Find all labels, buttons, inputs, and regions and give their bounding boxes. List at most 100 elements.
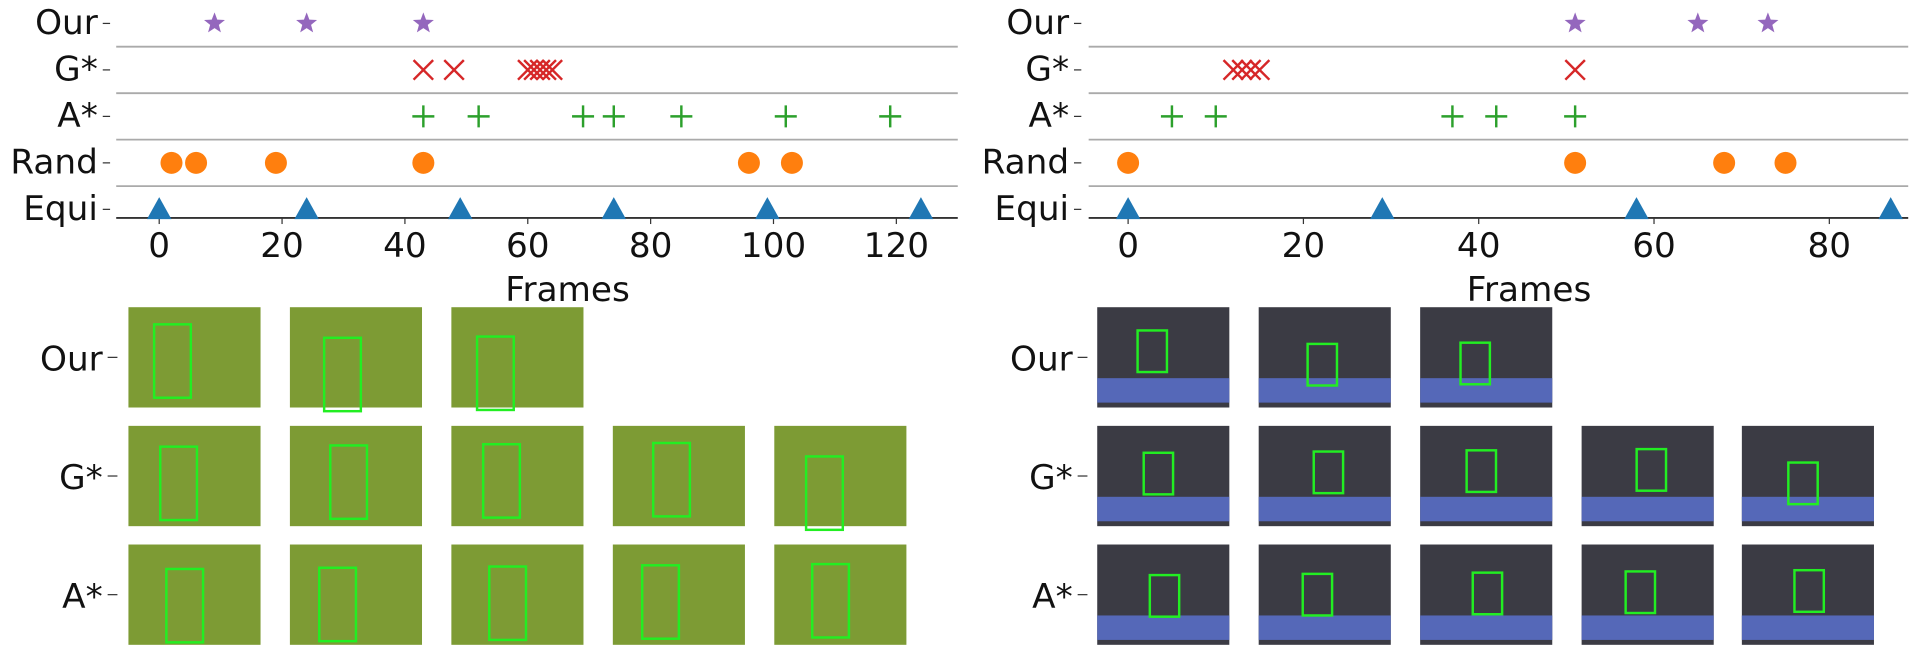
y-tick-label: Rand [982, 143, 1069, 183]
plus-marker [1485, 105, 1507, 127]
star-marker [1565, 12, 1586, 32]
circle-marker [265, 152, 287, 174]
x-tick-label: 100 [741, 226, 806, 266]
circle-marker [1117, 152, 1139, 174]
triangle-marker [1878, 197, 1902, 219]
row-label: A* [62, 577, 103, 617]
figure: Our G* A* Rand Equi 0 20 40 60 80 100 120 Frames Our G… [0, 0, 1918, 645]
thumbnail-floor [1582, 615, 1714, 639]
thumbnail [451, 307, 583, 407]
thumbnail [774, 426, 906, 526]
circle-marker [1713, 152, 1735, 174]
thumbnail [774, 545, 906, 645]
row-label: A* [1032, 577, 1073, 617]
thumbnail [290, 307, 422, 407]
y-tick-label: A* [57, 96, 98, 136]
thumbnail [128, 426, 260, 526]
row-label: G* [1029, 458, 1073, 498]
x-marker [1565, 60, 1585, 80]
triangle-marker [294, 197, 318, 219]
thumbnail-floor [1097, 615, 1229, 639]
thumbnail [290, 426, 422, 526]
circle-marker [738, 152, 760, 174]
triangle-marker [147, 197, 171, 219]
plus-marker [1564, 105, 1586, 127]
thumbnail-floor [1259, 497, 1391, 521]
row-label: Our [1010, 340, 1074, 380]
star-marker [413, 12, 434, 32]
thumbnail [451, 426, 583, 526]
x-tick-label: 0 [1117, 226, 1139, 266]
x-tick-label: 20 [260, 226, 304, 266]
star-marker [1758, 12, 1779, 32]
star-marker [1687, 12, 1708, 32]
thumbnail-floor [1420, 615, 1552, 639]
y-tick-label: G* [54, 50, 98, 90]
triangle-marker [602, 197, 626, 219]
x-marker [1250, 60, 1270, 80]
x-tick-label: 60 [1632, 226, 1676, 266]
plus-marker [1441, 105, 1463, 127]
plus-marker [412, 105, 434, 127]
plus-marker [603, 105, 625, 127]
thumbnail-floor [1097, 497, 1229, 521]
thumbnail [128, 545, 260, 645]
x-marker [444, 60, 464, 80]
x-tick-label: 40 [383, 226, 427, 266]
y-tick-label: Equi [994, 189, 1069, 229]
circle-marker [781, 152, 803, 174]
y-tick-label: A* [1029, 96, 1070, 136]
x-axis-label: Frames [505, 270, 630, 310]
x-tick-label: 80 [629, 226, 673, 266]
triangle-marker [1370, 197, 1394, 219]
thumbnail-floor [1259, 378, 1391, 402]
x-tick-label: 40 [1457, 226, 1501, 266]
plus-marker [1205, 105, 1227, 127]
y-tick-label: Our [35, 3, 99, 43]
circle-marker [1774, 152, 1796, 174]
thumbnail-floor [1742, 615, 1874, 639]
triangle-marker [909, 197, 933, 219]
thumbnail-floor [1582, 497, 1714, 521]
y-tick-label: Equi [23, 189, 98, 229]
triangle-marker [1624, 197, 1648, 219]
thumbnail [128, 307, 260, 407]
star-marker [204, 12, 225, 32]
triangle-marker [1116, 197, 1140, 219]
y-tick-label: Rand [10, 143, 97, 183]
x-marker [1224, 60, 1244, 80]
plus-marker [572, 105, 594, 127]
circle-marker [160, 152, 182, 174]
row-label: Our [40, 340, 104, 380]
circle-marker [185, 152, 207, 174]
thumbnail-floor [1742, 497, 1874, 521]
x-tick-label: 60 [506, 226, 550, 266]
thumbnail [613, 426, 745, 526]
circle-marker [1564, 152, 1586, 174]
triangle-marker [448, 197, 472, 219]
circle-marker [412, 152, 434, 174]
x-tick-label: 20 [1282, 226, 1326, 266]
thumbnail-floor [1420, 378, 1552, 402]
star-marker [296, 12, 317, 32]
y-tick-label: G* [1025, 50, 1069, 90]
x-marker [1232, 60, 1252, 80]
thumbnail-floor [1259, 615, 1391, 639]
triangle-marker [755, 197, 779, 219]
y-tick-label: Our [1006, 3, 1070, 43]
x-marker [414, 60, 434, 80]
plus-marker [879, 105, 901, 127]
x-marker [1241, 60, 1261, 80]
x-tick-label: 120 [864, 226, 929, 266]
plus-marker [775, 105, 797, 127]
row-label: G* [59, 458, 103, 498]
plus-marker [1161, 105, 1183, 127]
plus-marker [670, 105, 692, 127]
thumbnail-floor [1097, 378, 1229, 402]
thumbnail-floor [1420, 497, 1552, 521]
thumbnail [451, 545, 583, 645]
x-tick-label: 0 [148, 226, 170, 266]
plus-marker [468, 105, 490, 127]
x-axis-label: Frames [1467, 270, 1592, 310]
x-tick-label: 80 [1808, 226, 1852, 266]
